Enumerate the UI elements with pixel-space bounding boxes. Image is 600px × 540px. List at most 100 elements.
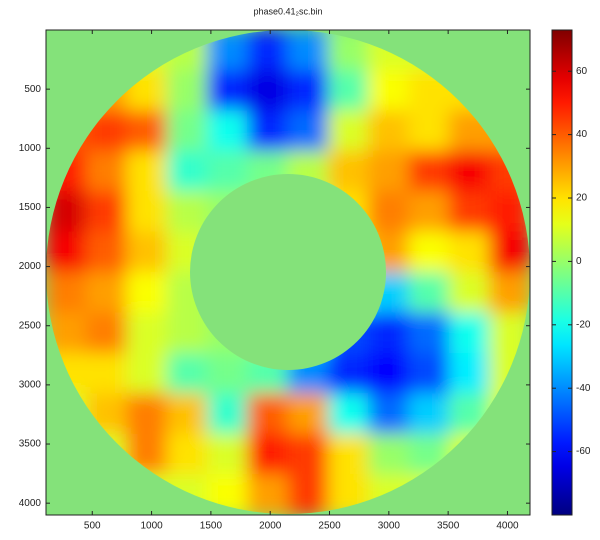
heatmap-cell [206, 110, 249, 152]
heatmap-cell [368, 312, 410, 354]
heatmap-cell [126, 352, 168, 395]
y-tick-label: 1500 [19, 202, 42, 213]
plot-frame [45, 29, 531, 516]
colorbar-tick-label: 0 [576, 256, 582, 267]
y-tick-label: 1000 [19, 143, 42, 154]
heatmap-cell [85, 191, 128, 233]
colorbar-tick-label: 20 [576, 193, 588, 204]
x-tick-label: 2500 [318, 521, 341, 532]
heatmap-cell [408, 231, 450, 273]
heatmap-cell [85, 231, 128, 273]
heatmap-cell [126, 150, 168, 193]
heatmap-cell [287, 393, 329, 435]
colorbar-tick-label: 60 [576, 66, 588, 77]
heatmap-cell [327, 110, 370, 152]
heatmap-cell [327, 150, 370, 193]
colorbar-tick-label: 40 [576, 129, 588, 140]
heatmap-cell [126, 231, 168, 273]
heatmap-cell [206, 352, 249, 395]
chart-title: phase0.41₂sc.bin [253, 6, 322, 16]
heatmap-cell [126, 393, 168, 435]
heatmap-cell [368, 150, 410, 193]
heatmap-cell [287, 433, 329, 476]
x-tick-label: 500 [84, 521, 101, 532]
heatmap-cell [166, 69, 208, 112]
heatmap-cell [448, 272, 491, 314]
y-tick-label: 500 [24, 84, 41, 95]
heatmap-cell [408, 312, 450, 354]
heatmap-cell [166, 393, 208, 435]
heatmap-cell [166, 433, 208, 476]
heatmap-cell [85, 150, 128, 193]
heatmap-cell [408, 150, 450, 193]
x-tick-label: 3500 [437, 521, 460, 532]
heatmap-cell [45, 272, 87, 314]
heatmap-cell [166, 191, 208, 233]
colorbar-tick-label: -60 [576, 446, 591, 457]
heatmap-cell [408, 272, 450, 314]
heatmap-cell [327, 393, 370, 435]
colorbar-tick-label: -20 [576, 319, 591, 330]
heatmap-cell [166, 150, 208, 193]
colorbar-tick-label: -40 [576, 383, 591, 394]
annulus [45, 29, 531, 515]
heatmap-cell [287, 474, 329, 515]
heatmap-cell [448, 150, 491, 193]
heatmap-cell [408, 352, 450, 395]
heatmap-cell [448, 352, 491, 395]
heatmap-cell [247, 110, 289, 152]
heatmap-cell [126, 312, 168, 354]
heatmap-cell [408, 191, 450, 233]
heatmap-cell [327, 69, 370, 112]
heatmap-cell [85, 312, 128, 354]
heatmap-cell [287, 69, 329, 112]
heatmap-cell [126, 110, 168, 152]
x-tick-label: 1000 [140, 521, 163, 532]
heatmap-cell [206, 69, 249, 112]
heatmap-cell [166, 352, 208, 395]
x-tick-label: 4000 [496, 521, 519, 532]
heatmap-cell [327, 433, 370, 476]
y-tick-label: 4000 [19, 498, 42, 509]
heatmap-cell [368, 352, 410, 395]
heatmap-cell [247, 433, 289, 476]
y-tick-label: 3000 [19, 380, 42, 391]
heatmap-cell [408, 393, 450, 435]
colorbar [551, 29, 573, 516]
heatmap-cell [247, 29, 289, 71]
heatmap-cell [166, 312, 208, 354]
axes: 500 1000 1500 2000 2500 3000 3500 4000 500 1000 15… [19, 30, 591, 532]
heatmap-cell [448, 231, 491, 273]
heatmap-cell [368, 69, 410, 112]
x-tick-label: 2000 [259, 521, 282, 532]
heatmap-cell [368, 191, 410, 233]
heatmap-cell [247, 69, 289, 112]
heatmap-cell [368, 433, 410, 476]
heatmap-cell [206, 433, 249, 476]
heatmap-cell [206, 150, 249, 193]
x-tick-label: 3000 [378, 521, 401, 532]
heatmap-cell [489, 231, 531, 273]
heatmap-cell [247, 474, 289, 515]
y-tick-label: 2000 [19, 261, 42, 272]
heatmap-cell [287, 110, 329, 152]
heatmap-cell [206, 393, 249, 435]
heatmap-cell [327, 352, 370, 395]
y-tick-label: 3500 [19, 439, 42, 450]
heatmap-cell [489, 272, 531, 314]
heatmap-cell [448, 191, 491, 233]
x-tick-label: 1500 [200, 521, 223, 532]
heatmap-cell [85, 352, 128, 395]
heatmap-cell [408, 110, 450, 152]
heatmap-cell [287, 29, 329, 71]
heatmap-cells [45, 29, 531, 515]
heatmap-cell [448, 312, 491, 354]
heatmap-cell [126, 191, 168, 233]
heatmap-cell [166, 110, 208, 152]
heatmap-cell [126, 272, 168, 314]
y-tick-label: 2500 [19, 320, 42, 331]
heatmap-cell [85, 272, 128, 314]
heatmap-cell [368, 393, 410, 435]
heatmap-cell [368, 110, 410, 152]
